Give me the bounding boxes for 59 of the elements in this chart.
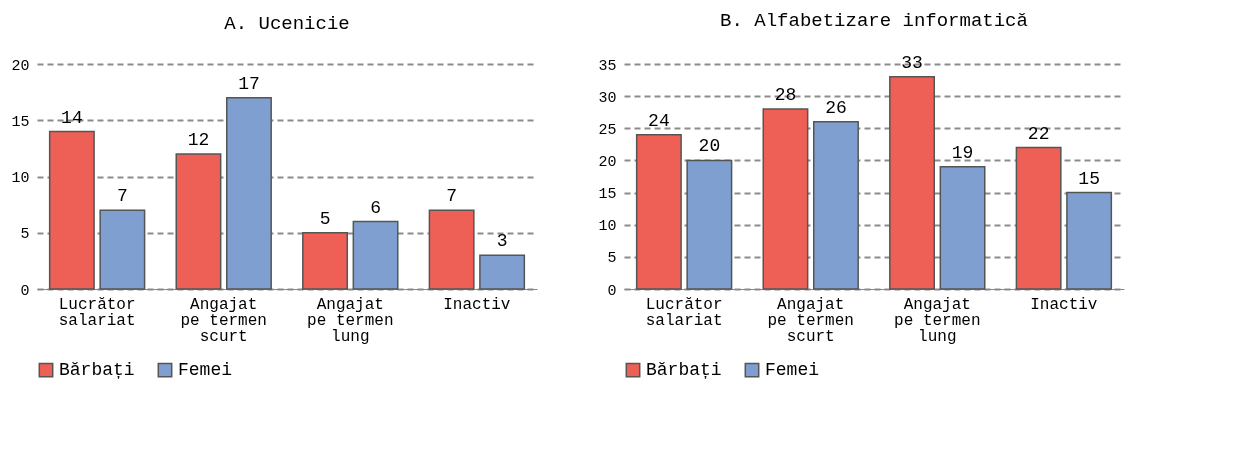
bar — [939, 166, 986, 290]
bar — [225, 97, 272, 290]
data-label: 24 — [648, 110, 670, 131]
data-label: 6 — [370, 197, 381, 218]
bar — [99, 209, 146, 290]
bar — [302, 232, 349, 290]
y-tick-label: 35 — [598, 57, 617, 75]
data-label: 7 — [116, 186, 128, 207]
x-tick-label: Inactiv — [443, 295, 511, 314]
data-label: 17 — [238, 73, 260, 94]
data-label: 22 — [1027, 123, 1050, 144]
legend-label: Femei — [765, 360, 820, 381]
bar — [686, 159, 733, 290]
legend-label: Bărbați — [59, 360, 135, 381]
x-tick-label: Angajat pe termen scurt — [180, 295, 267, 346]
data-label: 7 — [446, 186, 458, 207]
y-tick-label: 25 — [598, 121, 617, 139]
bar — [479, 254, 526, 290]
y-tick-label: 0 — [20, 282, 30, 300]
y-tick-label: 15 — [11, 113, 30, 131]
y-tick-label: 30 — [598, 89, 617, 107]
bar — [635, 133, 682, 290]
data-label: 20 — [698, 136, 721, 157]
data-label: 12 — [187, 130, 210, 150]
y-tick-label: 0 — [607, 282, 617, 300]
chart-title: A. Ucenicie — [224, 13, 350, 35]
data-label: 26 — [825, 97, 847, 118]
data-label: 5 — [319, 208, 331, 229]
y-tick-label: 15 — [598, 186, 617, 204]
data-label: 19 — [951, 142, 974, 163]
bar — [175, 153, 222, 290]
y-tick-label: 20 — [11, 57, 30, 75]
bar — [1066, 191, 1113, 290]
x-tick-label: Angajat pe termen scurt — [767, 295, 854, 346]
data-label: 15 — [1078, 168, 1100, 189]
legend-label: Femei — [178, 360, 233, 381]
x-tick-label: Lucrător salariat — [58, 295, 136, 330]
data-label: 33 — [901, 52, 923, 73]
y-tick-label: 20 — [598, 153, 617, 171]
legend-label: Bărbați — [646, 360, 722, 381]
y-tick-label: 5 — [20, 226, 30, 244]
bar — [812, 121, 859, 290]
x-tick-label: Lucrător salariat — [645, 295, 723, 330]
bar — [48, 130, 95, 290]
x-tick-label: Inactiv — [1030, 295, 1098, 314]
y-tick-label: 10 — [11, 170, 30, 187]
bar — [762, 108, 809, 290]
data-label: 28 — [774, 85, 797, 105]
y-tick-label: 10 — [598, 218, 617, 236]
chart-title: B. Alfabetizare informatică — [720, 9, 1028, 32]
x-tick-label: Angajat pe termen lung — [307, 295, 394, 346]
y-tick-label: 5 — [607, 250, 617, 268]
data-label: 14 — [61, 107, 83, 128]
bar — [352, 220, 399, 290]
bar — [889, 76, 936, 290]
bar — [428, 209, 475, 290]
data-label: 3 — [496, 231, 508, 252]
x-tick-label: Angajat pe termen lung — [894, 295, 981, 346]
bar — [1015, 146, 1062, 290]
